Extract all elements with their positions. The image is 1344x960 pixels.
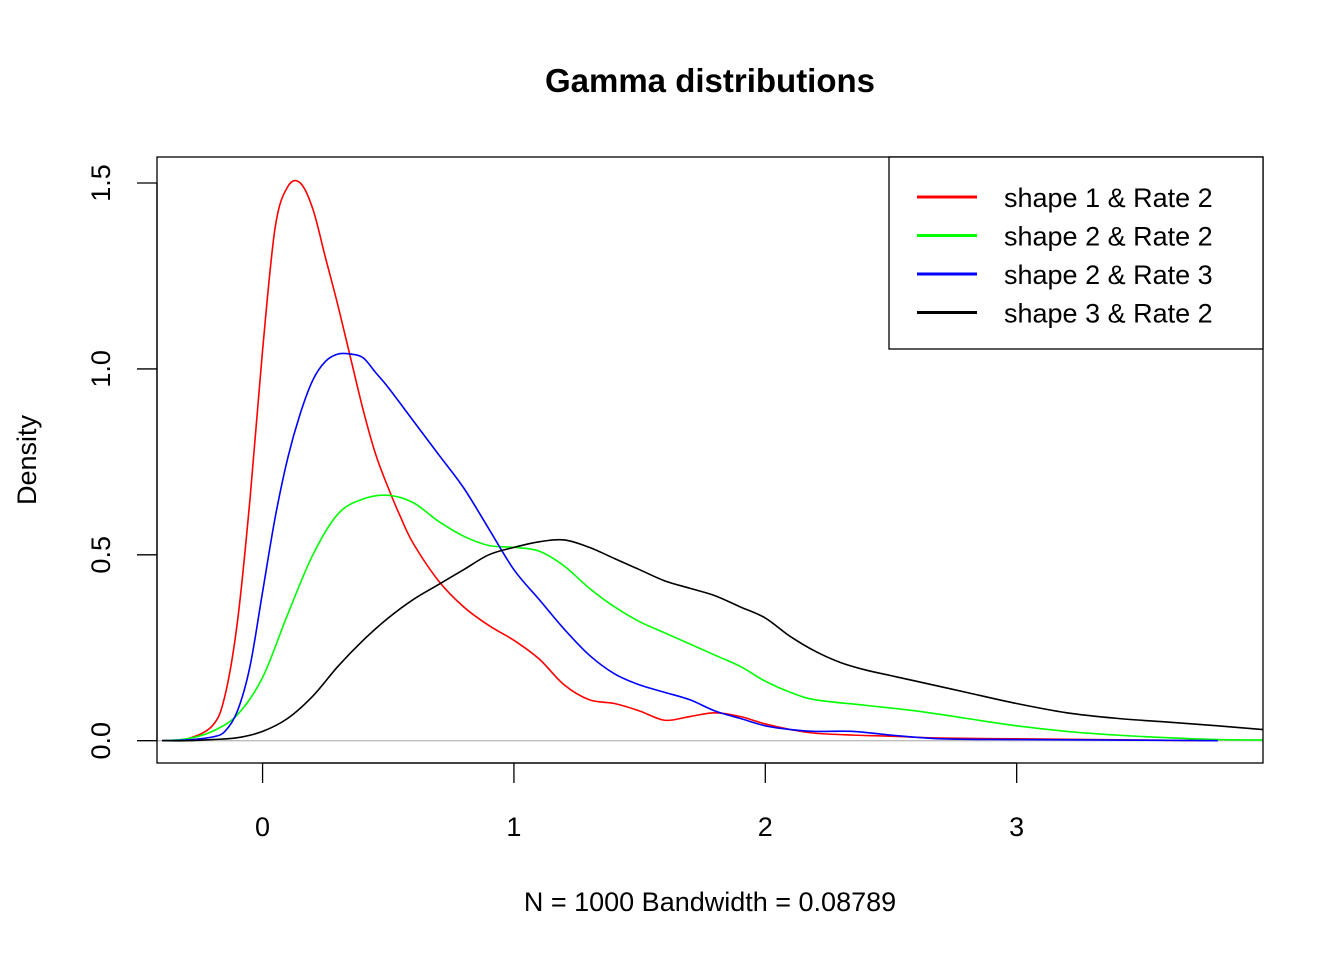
legend-label: shape 2 & Rate 2 bbox=[1004, 222, 1213, 252]
series-line-1 bbox=[161, 179, 1218, 742]
legend-label: shape 1 & Rate 2 bbox=[1004, 183, 1213, 213]
x-axis-label: N = 1000 Bandwidth = 0.08789 bbox=[524, 887, 896, 917]
series-layer bbox=[157, 179, 1263, 742]
series-line-4 bbox=[162, 538, 1263, 742]
x-tick-label: 2 bbox=[758, 812, 773, 842]
series-line-2 bbox=[161, 494, 1263, 742]
legend: shape 1 & Rate 2 shape 2 & Rate 2 shape 2 … bbox=[888, 156, 1264, 350]
y-tick-label: 0.5 bbox=[86, 536, 116, 574]
series-line-3 bbox=[162, 352, 1218, 742]
legend-item: shape 3 & Rate 2 bbox=[917, 299, 1213, 329]
y-tick-label: 1.0 bbox=[86, 350, 116, 388]
x-tick-label: 0 bbox=[255, 812, 270, 842]
y-tick-label: 0.0 bbox=[86, 722, 116, 760]
legend-label: shape 2 & Rate 3 bbox=[1004, 260, 1213, 290]
x-tick-label: 1 bbox=[506, 812, 521, 842]
legend-item: shape 2 & Rate 2 bbox=[917, 222, 1213, 252]
legend-label: shape 3 & Rate 2 bbox=[1004, 299, 1213, 329]
y-axis-label: Density bbox=[12, 414, 42, 505]
y-tick-label: 1.5 bbox=[86, 164, 116, 202]
axes-layer: 0 1 2 3 0.0 0.5 1.0 1.5 bbox=[86, 164, 1024, 842]
legend-item: shape 1 & Rate 2 bbox=[917, 183, 1213, 213]
legend-item: shape 2 & Rate 3 bbox=[917, 260, 1213, 290]
legend-box bbox=[888, 156, 1264, 350]
legend-items: shape 1 & Rate 2 shape 2 & Rate 2 shape 2 … bbox=[917, 183, 1213, 329]
x-tick-label: 3 bbox=[1009, 812, 1024, 842]
chart-title: Gamma distributions bbox=[545, 62, 875, 99]
